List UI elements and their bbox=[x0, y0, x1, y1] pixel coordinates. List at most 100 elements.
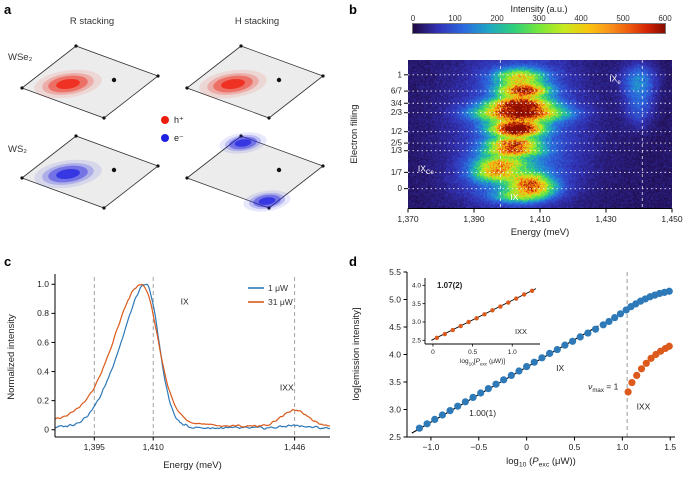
interior-site-dot bbox=[111, 77, 117, 83]
y-tick-label: 0.2 bbox=[37, 395, 49, 405]
series-annotation: IX bbox=[556, 363, 564, 373]
ix-data-point bbox=[599, 321, 607, 329]
legend-label: 1 μW bbox=[268, 283, 288, 293]
colorbar-tick-label: 400 bbox=[574, 14, 588, 23]
spectrum-curve bbox=[54, 283, 331, 428]
y-tick-label: 5.0 bbox=[389, 294, 401, 304]
colorbar-tick-label: 0 bbox=[411, 14, 416, 23]
ixx-data-point bbox=[647, 354, 655, 362]
ix-data-point bbox=[576, 333, 584, 341]
colorbar-tick-label: 200 bbox=[490, 14, 504, 23]
inset-ixx-point bbox=[466, 319, 471, 325]
electron-density-blob bbox=[56, 168, 80, 180]
ix-data-point bbox=[523, 363, 531, 371]
lattice-corner-dot bbox=[321, 164, 325, 168]
inset-ixx-point bbox=[442, 331, 448, 337]
y-tick-label: 0 bbox=[398, 184, 403, 193]
ix-data-point bbox=[546, 349, 554, 357]
lattice-corner-dot bbox=[74, 134, 78, 138]
y-tick-label: 0 bbox=[44, 425, 49, 435]
inset-y-tick-label: 3.5 bbox=[412, 301, 421, 308]
ix-data-point bbox=[611, 314, 619, 322]
ix-data-point bbox=[591, 325, 600, 333]
colorbar-frame bbox=[412, 23, 666, 34]
hole-density-blob bbox=[221, 78, 245, 90]
y-tick-label: 1.0 bbox=[37, 279, 49, 289]
y-tick-label: 3.0 bbox=[389, 404, 401, 414]
x-tick-label: −0.5 bbox=[470, 442, 487, 452]
inset-x-axis-title: log10[Pexc (μW)] bbox=[460, 358, 505, 366]
stacking-column-header: H stacking bbox=[235, 16, 279, 27]
interior-site-dot bbox=[111, 167, 117, 173]
colorbar-tick-label: 100 bbox=[448, 14, 462, 23]
lattice-corner-dot bbox=[74, 44, 78, 48]
y-tick-label: 0.8 bbox=[37, 308, 49, 318]
inset-y-tick-label: 4.0 bbox=[412, 283, 421, 290]
colorbar-tick-label: 600 bbox=[658, 14, 672, 23]
ix-data-point bbox=[477, 389, 485, 397]
x-axis-title: Energy (meV) bbox=[163, 460, 222, 471]
peak-annotation: IXCe bbox=[418, 164, 434, 176]
series-annotation: νmax = 1 bbox=[588, 382, 618, 394]
lattice-corner-dot bbox=[185, 86, 189, 90]
x-tick-label: 1,390 bbox=[463, 214, 485, 224]
interior-site-dot bbox=[276, 77, 282, 83]
ix-data-point bbox=[492, 380, 500, 388]
x-tick-label: 1,410 bbox=[529, 214, 551, 224]
inset-ixx-point bbox=[529, 288, 535, 294]
y-tick-label: 2.5 bbox=[389, 432, 401, 442]
x-axis-title: Energy (meV) bbox=[511, 227, 570, 238]
ix-data-point bbox=[469, 393, 477, 401]
inset-ixx-point bbox=[521, 292, 527, 297]
lattice-corner-dot bbox=[20, 176, 24, 180]
panel-c-spectra-plot: 0 0.2 0.4 0.6 0.8 1.0 1,395 1,410 1,446 Energy (m… bbox=[6, 274, 331, 471]
inset-x-tick-label: 0.5 bbox=[468, 349, 477, 356]
inset-ixx-point bbox=[434, 335, 440, 340]
slope-label: 1.00(1) bbox=[469, 408, 496, 418]
lattice-corner-dot bbox=[20, 86, 24, 90]
inset-ixx-point bbox=[506, 300, 511, 305]
x-tick-label: 1,370 bbox=[397, 214, 419, 224]
lattice-corner-dot bbox=[321, 74, 325, 78]
inset-y-tick-label: 2.5 bbox=[412, 338, 421, 345]
spectrum-curve bbox=[54, 283, 331, 430]
inset-ixx-point bbox=[474, 316, 479, 321]
inset-ixx-point bbox=[458, 323, 463, 329]
ixx-data-point bbox=[624, 388, 632, 396]
ix-data-point bbox=[423, 420, 431, 428]
inset-ixx-point bbox=[514, 296, 519, 301]
ixx-data-point bbox=[665, 342, 673, 350]
ix-data-point bbox=[538, 354, 546, 362]
stacking-column-header: R stacking bbox=[70, 16, 114, 27]
x-tick-label: 1,450 bbox=[661, 214, 683, 224]
y-tick-label: 5.5 bbox=[389, 267, 401, 277]
y-axis-title: Electron filling bbox=[349, 104, 360, 163]
ixx-data-point bbox=[642, 359, 650, 367]
y-axis-title: Normalized intensity bbox=[6, 314, 17, 400]
layer-row-label: WSe₂ bbox=[8, 52, 33, 63]
panel-d: 2.5 3.0 3.5 4.0 4.5 5.0 5.5 −1.0 −0.5 0 0.5 1.0 1.5 1… bbox=[345, 252, 685, 489]
ix-data-point bbox=[438, 411, 447, 419]
electron-density-blob bbox=[258, 197, 276, 205]
inset-series-label: IXX bbox=[515, 327, 527, 336]
inset-x-tick-label: 0 bbox=[431, 349, 435, 356]
lattice-corner-dot bbox=[185, 176, 189, 180]
lattice-corner-dot bbox=[102, 116, 106, 120]
y-tick-label: 3/4 bbox=[391, 99, 403, 108]
ixx-data-point bbox=[633, 371, 641, 379]
ix-data-point bbox=[515, 367, 523, 375]
lattice-corner-dot bbox=[239, 134, 243, 138]
ix-data-point bbox=[530, 358, 538, 366]
peak-annotation: IXe bbox=[609, 74, 621, 86]
ix-data-point bbox=[500, 376, 508, 384]
y-tick-label: 3.5 bbox=[389, 377, 401, 387]
inset-slope-label: 1.07(2) bbox=[437, 281, 463, 290]
series-annotation: IXX bbox=[637, 402, 651, 412]
ix-data-point bbox=[553, 345, 561, 354]
panel-b: Intensity (a.u.) 0 100 200 300 400 500 600 1,370… bbox=[345, 0, 685, 250]
panel-b-overlay: Intensity (a.u.) 0 100 200 300 400 500 600 1,370… bbox=[349, 4, 683, 238]
x-tick-label: −1.0 bbox=[423, 442, 440, 452]
inset-y-tick-label: 3.0 bbox=[412, 319, 421, 326]
ix-data-point bbox=[454, 402, 462, 410]
